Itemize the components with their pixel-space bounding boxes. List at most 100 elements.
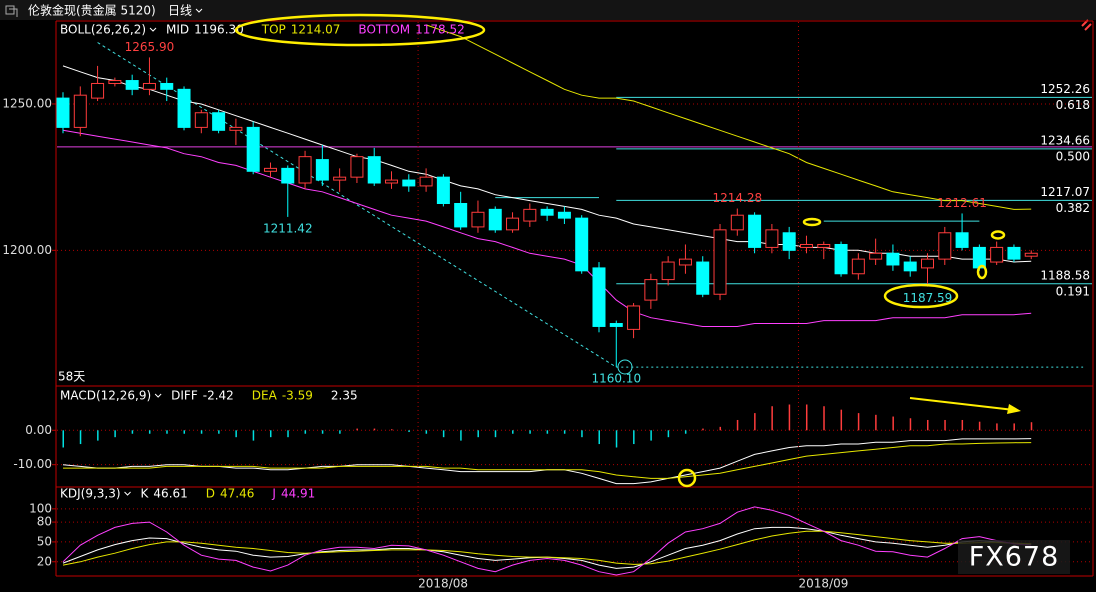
x-tick-label: 2018/08 xyxy=(418,577,468,591)
candle-body xyxy=(160,82,174,90)
macd-bar xyxy=(633,430,635,445)
candle-body xyxy=(212,112,226,131)
readout-name: K xyxy=(141,487,150,501)
y-tick-label: 50 xyxy=(37,534,52,548)
candle-body xyxy=(851,258,865,275)
dropdown-chevron xyxy=(154,393,162,398)
macd-bar xyxy=(754,413,756,431)
indicator-line xyxy=(425,24,1032,210)
toolbar xyxy=(0,0,1096,20)
price-annotation: 1160.10 xyxy=(591,372,641,386)
macd-bar xyxy=(736,419,739,431)
readout-value: -2.42 xyxy=(203,389,234,403)
candle-body xyxy=(903,261,917,272)
macd-bar xyxy=(200,430,203,434)
y-tick-label: 100 xyxy=(29,501,52,515)
macd-bar xyxy=(131,430,134,434)
macd-bar xyxy=(148,430,151,434)
indicator-line xyxy=(63,442,1032,479)
readout-name: MID xyxy=(166,23,189,37)
macd-bar xyxy=(805,404,808,431)
indicator-title: MACD(12,26,9) xyxy=(60,389,151,403)
candle-body xyxy=(886,252,900,266)
macd-bar xyxy=(321,430,324,434)
macd-bar xyxy=(183,430,186,434)
highlight-ellipse xyxy=(802,217,822,227)
indicator-line xyxy=(62,530,1032,566)
candle-body xyxy=(385,179,399,184)
macd-bar xyxy=(719,426,722,431)
candle-body xyxy=(506,217,520,231)
macd-bar xyxy=(909,418,912,431)
frame xyxy=(55,20,1094,577)
plot-area: 1200.00 1250.00 1252.26 0.618 1234.66 0.500 12… xyxy=(2,22,1092,591)
candle-body xyxy=(246,126,260,172)
macd-bar xyxy=(840,409,843,431)
candle-body xyxy=(194,112,208,128)
macd-bar xyxy=(857,413,860,431)
macd-bar xyxy=(62,430,64,448)
macd-bar xyxy=(252,430,255,441)
macd-bar xyxy=(650,430,652,441)
macd-bar xyxy=(339,430,341,434)
fib-ratio-label: 0.382 xyxy=(1056,201,1090,215)
readout-value: 1214.07 xyxy=(291,23,341,37)
macd-bar xyxy=(892,416,894,431)
candle-body xyxy=(938,232,952,260)
macd-bar xyxy=(978,421,981,431)
candle-body xyxy=(955,232,969,248)
y-tick-label: 1200.00 xyxy=(2,243,52,257)
macd-bar xyxy=(494,430,497,438)
price-annotation: 1212.61 xyxy=(937,196,987,210)
macd-bar xyxy=(581,430,583,438)
trend-arrow xyxy=(909,397,1015,411)
indicator-title: BOLL(26,26,2) xyxy=(60,23,146,37)
price-annotation: 1214.28 xyxy=(712,191,762,205)
macd-bar xyxy=(1030,422,1033,431)
readout-name: D xyxy=(206,487,215,501)
macd-bar xyxy=(875,414,877,431)
candle-body xyxy=(540,208,554,216)
candle-body xyxy=(696,261,710,295)
low-marker xyxy=(617,359,633,375)
span-label: 58天 xyxy=(58,370,85,384)
macd-bar xyxy=(684,430,687,434)
candle-body xyxy=(436,176,450,205)
readout-name: J xyxy=(271,487,276,501)
window-icon[interactable] xyxy=(5,5,18,17)
macd-bar xyxy=(287,430,289,438)
macd-bar xyxy=(477,430,479,438)
candle-body xyxy=(990,246,1004,263)
readout-name: TOP xyxy=(261,23,286,37)
readout-value: 2.35 xyxy=(331,389,358,403)
fib-ratio-label: 0.191 xyxy=(1056,284,1090,298)
candle-body xyxy=(454,203,468,228)
macd-bar xyxy=(391,429,393,431)
candle-body xyxy=(972,246,986,269)
macd-bar xyxy=(771,406,773,431)
macd-bar xyxy=(425,430,428,434)
macd-bar xyxy=(927,419,929,431)
candle-body xyxy=(142,82,156,90)
period-selector[interactable]: 日线 xyxy=(168,4,192,18)
instrument-name[interactable]: 伦敦金现(贵金属 5120) xyxy=(28,3,156,18)
macd-bar xyxy=(269,430,272,438)
highlights xyxy=(234,13,1021,488)
macd-bar xyxy=(1013,423,1015,431)
indicator-line xyxy=(62,129,1032,327)
macd-bar xyxy=(218,430,220,434)
candle-body xyxy=(73,94,87,128)
readout-name: DEA xyxy=(252,389,278,403)
candle-body xyxy=(125,80,139,90)
macd-bar xyxy=(563,430,566,434)
macd-bar xyxy=(166,430,168,434)
readout-value: 44.91 xyxy=(281,487,315,501)
candle-body xyxy=(471,211,485,228)
candle-body xyxy=(350,156,364,178)
macd-bar xyxy=(546,430,549,434)
candle-body xyxy=(333,176,347,181)
highlight-ellipse xyxy=(990,230,1006,240)
candle-body xyxy=(557,211,571,219)
price-annotation: 1211.42 xyxy=(263,221,313,235)
